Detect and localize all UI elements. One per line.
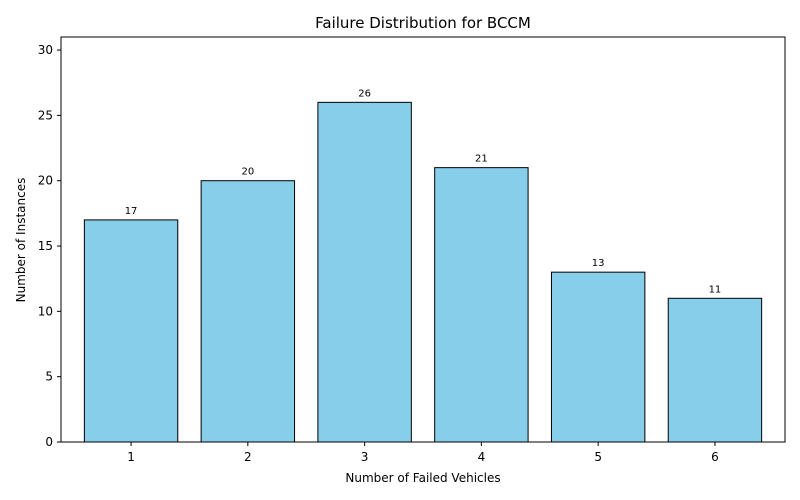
value-label-6: 11 [709,284,722,295]
x-tick-label-4: 4 [478,450,486,464]
y-axis-ticks: 0 5 10 15 20 25 30 [38,43,61,449]
value-label-5: 13 [592,258,605,269]
bar-1 [83,219,179,443]
x-tick-label-6: 6 [711,450,719,464]
value-label-3: 26 [358,88,371,99]
x-axis-ticks: 1 2 3 4 5 6 [127,442,719,464]
y-axis-label: Number of Instances [14,178,28,303]
y-tick-label-5: 5 [45,370,53,384]
bars-group [83,101,763,443]
x-tick-label-2: 2 [244,450,252,464]
bar-3 [317,101,412,443]
bar-5 [550,271,646,443]
x-axis-label: Number of Failed Vehicles [345,471,500,485]
bar-4 [434,167,529,443]
y-tick-label-25: 25 [38,108,53,122]
y-tick-label-15: 15 [38,239,53,253]
x-tick-label-1: 1 [127,450,135,464]
value-labels-group: 17 20 26 21 13 11 [125,88,722,295]
y-tick-label-20: 20 [38,174,53,188]
value-label-4: 21 [475,154,488,165]
bar-6 [667,297,763,443]
plot-area-frame [60,36,786,443]
y-tick-label-10: 10 [38,304,53,318]
y-tick-label-30: 30 [38,43,53,57]
x-tick-label-3: 3 [361,450,369,464]
bar-2 [200,180,296,443]
chart-title: Failure Distribution for BCCM [315,14,531,32]
y-tick-label-0: 0 [45,435,53,449]
value-label-2: 20 [241,167,254,178]
x-tick-label-5: 5 [594,450,602,464]
value-label-1: 17 [125,206,138,217]
